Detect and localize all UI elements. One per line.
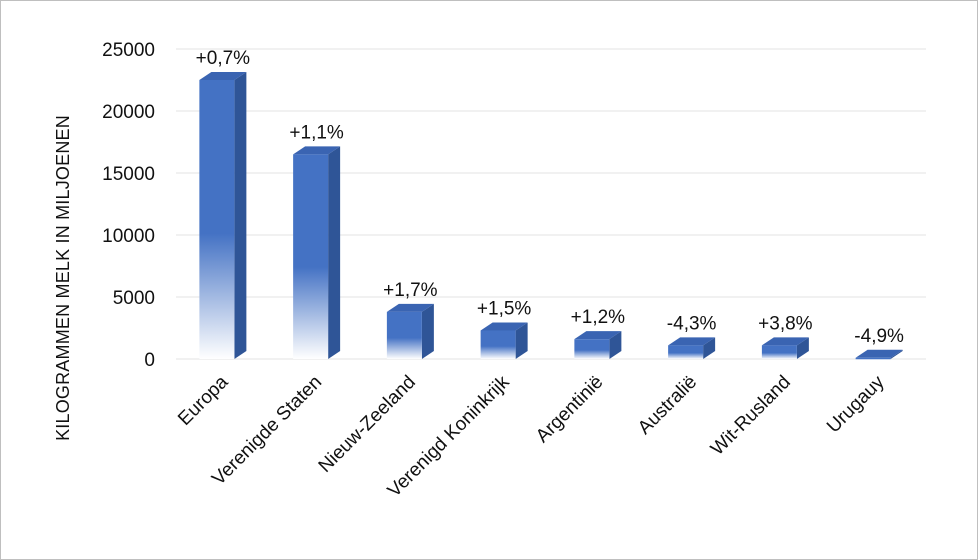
data-label: +1,2% [571, 307, 626, 328]
bar-front [199, 80, 235, 359]
y-tick-label: 15000 [102, 164, 155, 185]
bar-side [609, 331, 622, 359]
bar-side [890, 349, 903, 359]
bar-front [574, 339, 610, 359]
y-axis-title: KILOGRAMMEN MELK IN MILJOENEN [53, 115, 73, 441]
data-label: -4,9% [854, 326, 904, 347]
y-tick-label: 0 [144, 350, 155, 371]
bar-top [480, 322, 528, 331]
x-category-label: Wit-Rusland [707, 372, 795, 460]
bar-top [761, 337, 809, 346]
bar-front [480, 330, 516, 359]
data-label: -4,3% [667, 313, 717, 334]
bar-top [574, 331, 622, 340]
bar-front [386, 311, 422, 359]
bar-front [293, 154, 329, 359]
bar-top [199, 72, 247, 80]
bar-top [386, 303, 434, 312]
bar-side [421, 303, 434, 359]
bar [574, 331, 622, 359]
data-label: +1,5% [477, 298, 532, 319]
bar [386, 303, 434, 359]
x-category-label: Australië [634, 372, 701, 439]
bar-top [668, 337, 716, 346]
bar [293, 146, 341, 359]
bar-side [234, 72, 247, 359]
bar-side [796, 337, 809, 359]
y-tick-label: 10000 [102, 226, 155, 247]
bar [668, 337, 716, 359]
x-category-label: Europa [174, 371, 232, 429]
y-axis-ticks: 0 5000 10000 15000 20000 25000 [102, 40, 155, 371]
bar-front [855, 357, 891, 360]
x-category-label: Argentinië [532, 372, 607, 447]
y-tick-label: 25000 [102, 40, 155, 61]
y-tick-label: 20000 [102, 102, 155, 123]
gridlines [176, 48, 926, 360]
bar-top [855, 349, 903, 358]
bar-side [703, 337, 716, 359]
bar-side [328, 146, 341, 359]
bar-front [668, 345, 704, 359]
data-label: +1,7% [383, 280, 438, 301]
bar [199, 72, 247, 359]
bar-top [293, 146, 341, 155]
x-category-label: Nieuw-Zeeland [315, 372, 420, 477]
data-label: +1,1% [289, 122, 344, 143]
bars [199, 72, 903, 360]
bar-front [761, 345, 797, 359]
bar [761, 337, 809, 359]
data-label: +0,7% [196, 48, 251, 69]
bar [480, 322, 528, 359]
bar-side [515, 322, 528, 359]
y-tick-label: 5000 [113, 288, 155, 309]
data-labels: +0,7% +1,1% +1,7% +1,5% +1,2% -4,3% +3,8% -4,9% [196, 48, 904, 347]
x-category-label: Urugauy [823, 371, 889, 437]
bar [855, 349, 903, 360]
data-label: +3,8% [758, 313, 813, 334]
